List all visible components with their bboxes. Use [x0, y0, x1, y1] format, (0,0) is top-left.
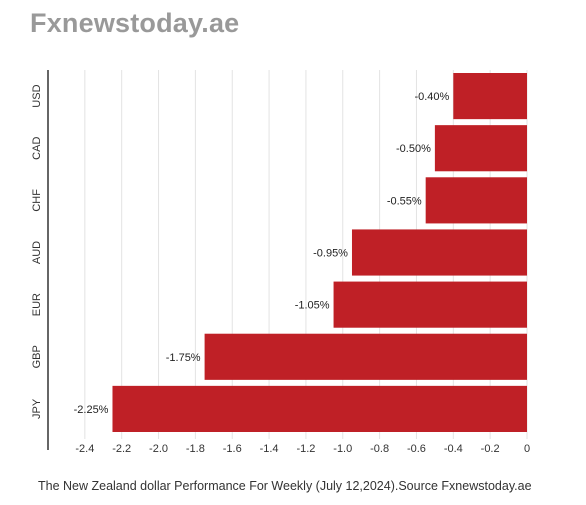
- x-tick-label: -0.4: [444, 443, 463, 455]
- y-category-label: GBP: [31, 345, 43, 368]
- data-label: -1.75%: [166, 352, 201, 364]
- data-label: -0.50%: [396, 143, 431, 155]
- bar-eur: [333, 281, 527, 328]
- data-label: -0.95%: [313, 248, 348, 260]
- x-tick-label: -2.2: [112, 443, 131, 455]
- chart-caption: The New Zealand dollar Performance For W…: [38, 479, 532, 493]
- bar-usd: [453, 73, 527, 120]
- x-tick-label: 0: [524, 443, 530, 455]
- data-labels: -0.40% -0.50% -0.55% -0.95% -1.05% -1.75% -2.2…: [74, 91, 450, 416]
- y-category-label: CHF: [31, 189, 43, 212]
- x-tick-label: -1.8: [186, 443, 205, 455]
- y-category-label: EUR: [31, 293, 43, 316]
- x-tick-label: -2.4: [75, 443, 94, 455]
- data-label: -2.25%: [74, 404, 109, 416]
- data-label: -0.40%: [414, 91, 449, 103]
- bar-gbp: [204, 333, 527, 380]
- bars: [112, 73, 527, 432]
- x-tick-label: -1.6: [223, 443, 242, 455]
- x-tick-label: -0.8: [370, 443, 389, 455]
- x-tick-label: -0.6: [407, 443, 426, 455]
- x-tick-label: -1.4: [260, 443, 279, 455]
- bar-chart: -2.4 -2.2 -2.0 -1.8 -1.6 -1.4 -1.2 -1.0 -0.8 -0.6…: [31, 70, 530, 455]
- data-label: -1.05%: [295, 300, 330, 312]
- y-category-label: AUD: [31, 241, 43, 264]
- x-tick-label: -0.2: [481, 443, 500, 455]
- bar-jpy: [112, 385, 527, 432]
- bar-aud: [351, 229, 527, 276]
- y-category-label: JPY: [31, 398, 43, 419]
- axes: -2.4 -2.2 -2.0 -1.8 -1.6 -1.4 -1.2 -1.0 -0.8 -0.6…: [31, 70, 530, 455]
- y-category-label: USD: [31, 84, 43, 107]
- x-tick-label: -1.0: [333, 443, 352, 455]
- bar-chf: [425, 177, 527, 224]
- brand-logo-text: Fxnewstoday.ae: [30, 8, 240, 38]
- x-tick-label: -1.2: [296, 443, 315, 455]
- x-tick-label: -2.0: [149, 443, 168, 455]
- y-category-label: CAD: [31, 137, 43, 160]
- data-label: -0.55%: [387, 195, 422, 207]
- bar-cad: [434, 125, 527, 172]
